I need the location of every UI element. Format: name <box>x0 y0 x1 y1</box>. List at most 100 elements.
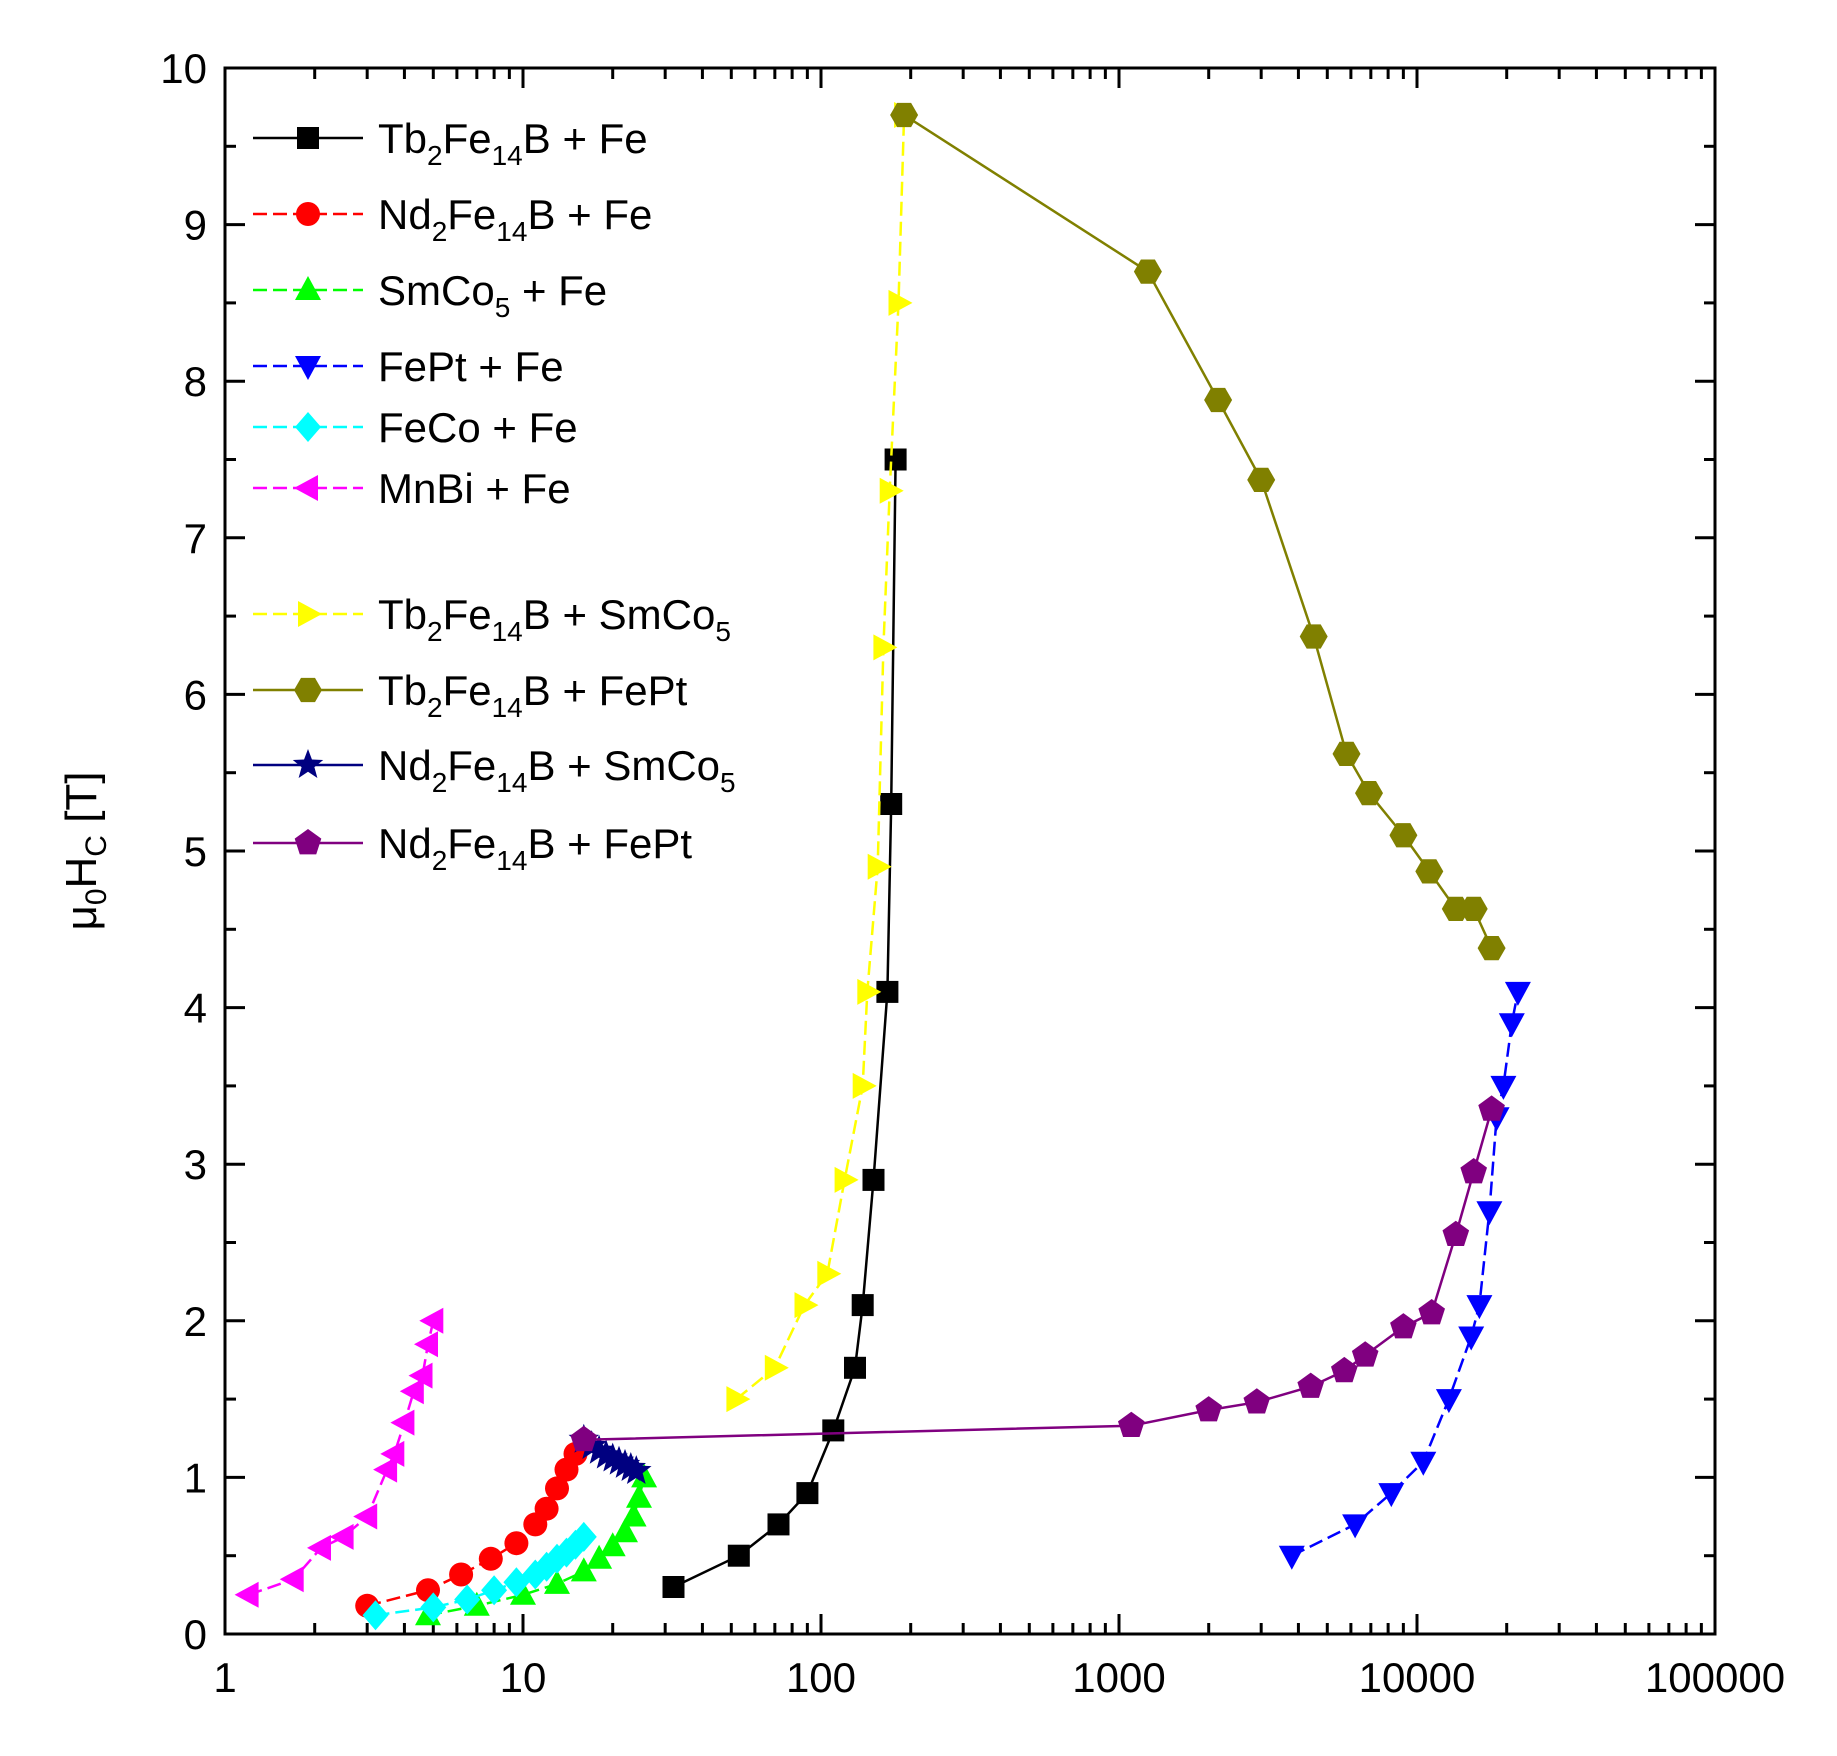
data-point <box>586 1544 613 1569</box>
data-point <box>1466 1295 1493 1320</box>
data-point <box>1378 1483 1405 1508</box>
ylabel-mu: μ <box>57 905 106 930</box>
data-point <box>1351 1341 1379 1367</box>
data-point <box>570 1425 598 1452</box>
legend-marker <box>294 475 318 501</box>
data-point <box>1435 1389 1462 1414</box>
legend-marker <box>292 749 324 778</box>
x-tick-label: 100 <box>786 1654 856 1701</box>
data-point <box>857 978 882 1005</box>
data-point <box>399 1378 424 1405</box>
legend-label: Nd2Fe14B + FePt <box>378 820 692 876</box>
data-point <box>534 1496 559 1521</box>
data-point <box>510 1580 536 1605</box>
data-point <box>234 1581 259 1608</box>
data-point <box>1460 1158 1488 1184</box>
y-tick-label: 10 <box>160 45 207 92</box>
data-point <box>570 1557 597 1582</box>
legend-label: MnBi + Fe <box>378 465 571 512</box>
data-point <box>890 102 919 128</box>
data-point <box>1297 1372 1325 1398</box>
series-line <box>903 113 1493 949</box>
y-tick-label: 7 <box>184 515 207 562</box>
y-tick-label: 4 <box>184 985 207 1032</box>
data-point <box>621 1455 652 1485</box>
data-point <box>414 1331 438 1358</box>
ylabel-h: H <box>57 857 106 889</box>
legend-item: FeCo + Fe <box>253 404 578 451</box>
data-point <box>852 1072 877 1099</box>
x-tick-label: 10 <box>500 1654 547 1701</box>
data-point <box>1458 1326 1485 1351</box>
y-tick-label: 2 <box>184 1298 207 1345</box>
x-tick-label: 100000 <box>1645 1654 1785 1701</box>
legend-marker <box>298 601 322 627</box>
legend-label: FePt + Fe <box>378 343 564 390</box>
data-point <box>408 1362 433 1389</box>
legend-label: Nd2Fe14B + Fe <box>378 191 652 247</box>
data-point <box>481 1575 508 1606</box>
y-tick-label: 0 <box>184 1611 207 1658</box>
legend-marker <box>295 412 321 442</box>
legend-item: Tb2Fe14B + SmCo5 <box>253 591 731 647</box>
y-tick-label: 3 <box>184 1141 207 1188</box>
data-point <box>1278 1545 1305 1570</box>
legend-label: SmCo5 + Fe <box>378 267 607 323</box>
data-point <box>880 793 903 815</box>
ylabel-unit: [T] <box>57 771 106 835</box>
legend-marker <box>294 677 322 703</box>
y-tick-label: 6 <box>184 671 207 718</box>
data-point <box>662 1576 685 1598</box>
x-tick-label: 1 <box>213 1654 236 1701</box>
data-point <box>353 1503 378 1530</box>
series-7 <box>890 102 1506 961</box>
y-tick-label: 5 <box>184 828 207 875</box>
data-point <box>1459 896 1488 922</box>
legend-marker <box>295 356 321 380</box>
data-point <box>764 1354 789 1381</box>
data-point <box>1477 935 1506 961</box>
data-point <box>390 1409 415 1436</box>
legend-item: Nd2Fe14B + Fe <box>253 191 652 247</box>
data-point <box>884 448 907 471</box>
data-point <box>449 1562 474 1587</box>
legend-item: Nd2Fe14B + SmCo5 <box>253 742 736 798</box>
series-0 <box>662 448 907 1598</box>
data-point <box>876 980 899 1003</box>
data-point <box>1204 387 1233 413</box>
series-1 <box>355 1441 588 1618</box>
data-point <box>1504 981 1531 1006</box>
legend-marker <box>297 127 319 149</box>
data-point <box>1332 741 1361 767</box>
data-point <box>1389 823 1418 848</box>
data-point <box>1390 1313 1417 1339</box>
data-point <box>862 1168 885 1191</box>
data-point <box>631 1463 658 1488</box>
data-point <box>1442 1220 1470 1247</box>
data-point <box>362 1600 389 1631</box>
legend-item: Tb2Fe14B + Fe <box>253 115 648 171</box>
y-axis-label: μ0HC [T] <box>57 771 113 930</box>
data-point <box>1117 1411 1145 1438</box>
data-point <box>796 1482 819 1505</box>
legend-item: MnBi + Fe <box>253 465 571 512</box>
data-point <box>1330 1356 1358 1383</box>
data-point <box>307 1534 331 1561</box>
data-point <box>867 853 892 880</box>
data-point <box>1415 859 1444 884</box>
data-point <box>420 1592 447 1623</box>
data-point <box>583 1434 615 1464</box>
y-tick-label: 1 <box>184 1454 207 1501</box>
x-tick-label: 1000 <box>1072 1654 1165 1701</box>
axis-ticks <box>223 66 1717 1636</box>
legend-item: SmCo5 + Fe <box>253 267 607 323</box>
data-point <box>888 289 913 316</box>
data-point <box>1299 624 1328 649</box>
data-point <box>454 1584 481 1615</box>
data-point <box>1247 467 1276 493</box>
data-point <box>620 1502 647 1527</box>
series-9 <box>570 1095 1505 1452</box>
data-point <box>1355 780 1383 806</box>
data-point <box>1476 1201 1503 1226</box>
